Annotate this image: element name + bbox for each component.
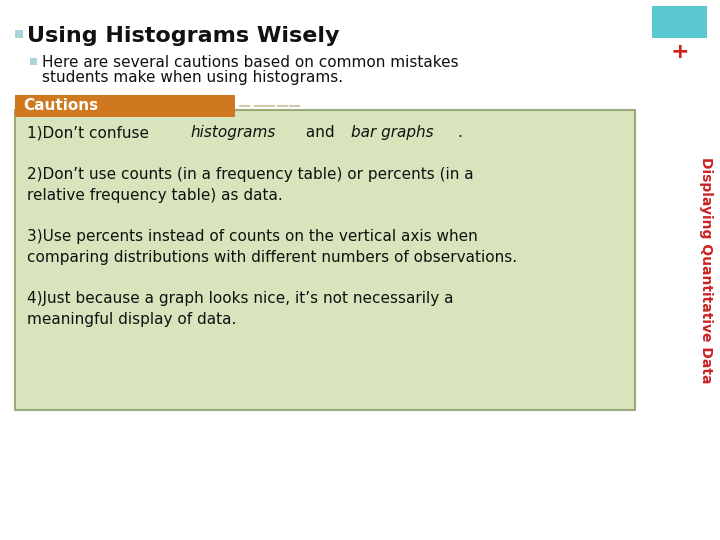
Bar xyxy=(15,110,635,410)
Text: +: + xyxy=(670,42,689,62)
Text: and: and xyxy=(301,125,339,140)
Text: 2)Don’t use counts (in a frequency table) or percents (in a
relative frequency t: 2)Don’t use counts (in a frequency table… xyxy=(27,167,474,203)
Bar xyxy=(30,58,37,65)
Text: Displaying Quantitative Data: Displaying Quantitative Data xyxy=(699,157,713,383)
Text: Cautions: Cautions xyxy=(23,98,98,113)
Text: bar graphs: bar graphs xyxy=(351,125,433,140)
Text: Here are several cautions based on common mistakes: Here are several cautions based on commo… xyxy=(42,55,459,70)
Text: 4)Just because a graph looks nice, it’s not necessarily a
meaningful display of : 4)Just because a graph looks nice, it’s … xyxy=(27,291,454,327)
Text: 1)Don’t confuse: 1)Don’t confuse xyxy=(27,125,154,140)
Text: .: . xyxy=(457,125,462,140)
Bar xyxy=(15,30,23,38)
Text: 3)Use percents instead of counts on the vertical axis when
comparing distributio: 3)Use percents instead of counts on the … xyxy=(27,229,517,265)
Text: Using Histograms Wisely: Using Histograms Wisely xyxy=(27,26,340,46)
Text: histograms: histograms xyxy=(191,125,276,140)
Bar xyxy=(15,95,235,117)
Text: students make when using histograms.: students make when using histograms. xyxy=(42,70,343,85)
Bar xyxy=(652,6,707,38)
